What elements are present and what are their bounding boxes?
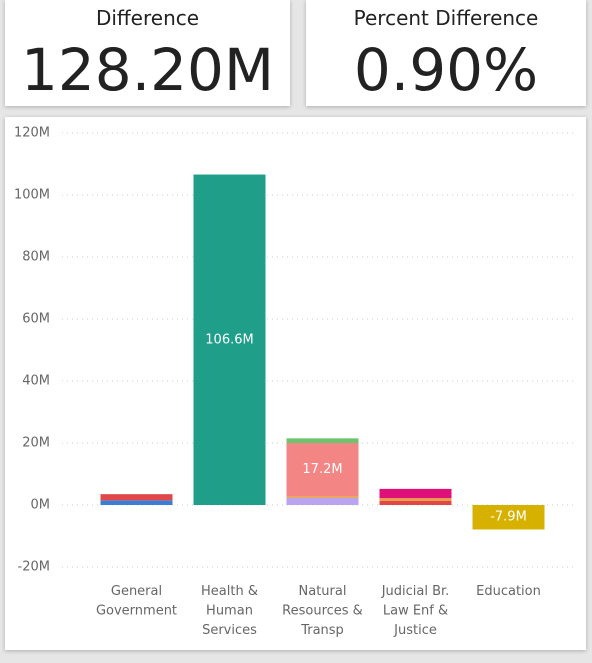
y-tick-label: 120M — [14, 126, 50, 141]
chart-panel — [5, 117, 586, 650]
y-tick-label: 40M — [22, 374, 50, 389]
bar-segment — [193, 174, 266, 506]
bar-segment — [286, 438, 359, 443]
bar-segment — [379, 498, 452, 501]
bar-segment — [379, 488, 452, 499]
y-tick-label: 60M — [22, 312, 50, 327]
x-tick-label: Health & Human Services — [201, 584, 258, 638]
bar-segment — [286, 443, 359, 497]
y-tick-label: 20M — [22, 436, 50, 451]
y-tick-label: 100M — [14, 188, 50, 203]
y-tick-label: 80M — [22, 250, 50, 265]
difference-card: Difference 128.20M — [5, 0, 290, 106]
card-value: 0.90% — [353, 36, 539, 104]
x-tick-label: Education — [476, 584, 541, 599]
x-tick-label: Natural Resources & Transp — [282, 584, 363, 638]
x-tick-label: General Government — [96, 584, 177, 619]
y-tick-label: 0M — [31, 498, 51, 513]
bar-segment — [379, 500, 452, 505]
card-title: Difference — [95, 6, 200, 30]
y-tick-label: -20M — [18, 560, 50, 575]
card-value: 128.20M — [21, 36, 274, 104]
data-label: 106.6M — [205, 332, 253, 347]
data-label: -7.9M — [490, 510, 527, 525]
percent-card: Percent Difference 0.90% — [306, 0, 586, 106]
data-label: 17.2M — [302, 462, 342, 477]
bar-segment — [472, 505, 545, 530]
card-title: Percent Difference — [353, 6, 539, 30]
x-tick-label: Judicial Br. Law Enf & Justice — [381, 584, 450, 638]
bar-segment — [286, 496, 359, 498]
bar-segment — [100, 500, 173, 505]
bar-segment — [100, 494, 173, 501]
bar-segment — [286, 497, 359, 505]
